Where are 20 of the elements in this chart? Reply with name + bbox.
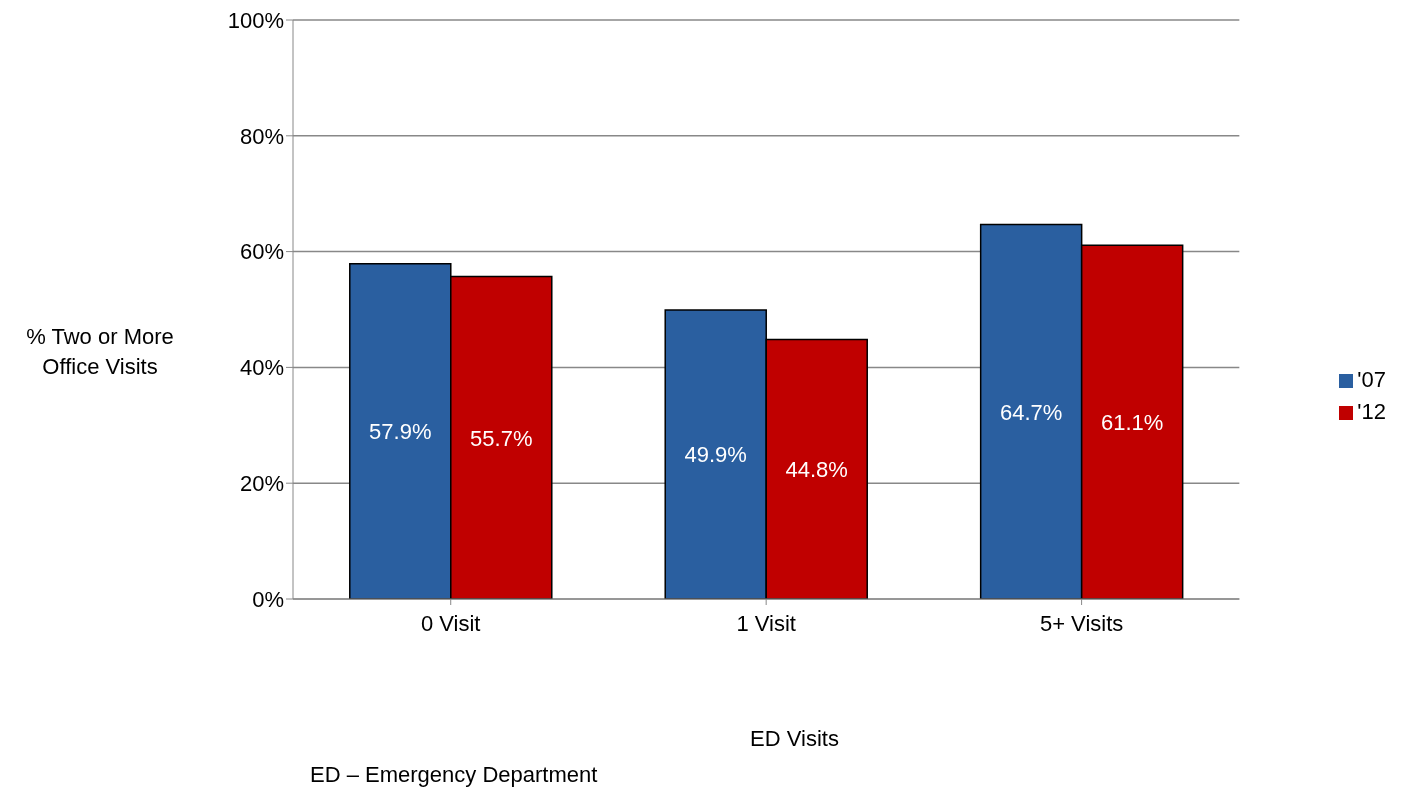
data-label: 44.8% [785,457,848,483]
data-label: 61.1% [1100,409,1164,435]
y-tick-label: 100% [227,7,284,33]
legend-label: '07 [1357,367,1386,392]
y-tick-label: 60% [239,239,284,265]
y-tick-label: 40% [239,355,284,381]
y-tick-label: 20% [239,471,284,497]
data-label: 55.7% [470,425,533,451]
y-tick-label: 80% [239,123,284,149]
y-axis-title: % Two or More Office Visits [25,323,175,381]
data-label: 64.7% [999,399,1063,425]
x-tick-label: 5+ Visits [1039,610,1124,636]
y-tick-label: 0% [252,586,284,612]
x-tick-label: 1 Visit [736,610,796,636]
x-tick-label: 0 Visit [420,610,481,636]
text: ED – Emergency Department [310,762,598,788]
x-axis-title: ED Visits [749,726,840,752]
data-label: 57.9% [369,419,432,445]
data-label: 49.9% [684,442,747,468]
legend-label: '12 [1357,399,1386,424]
